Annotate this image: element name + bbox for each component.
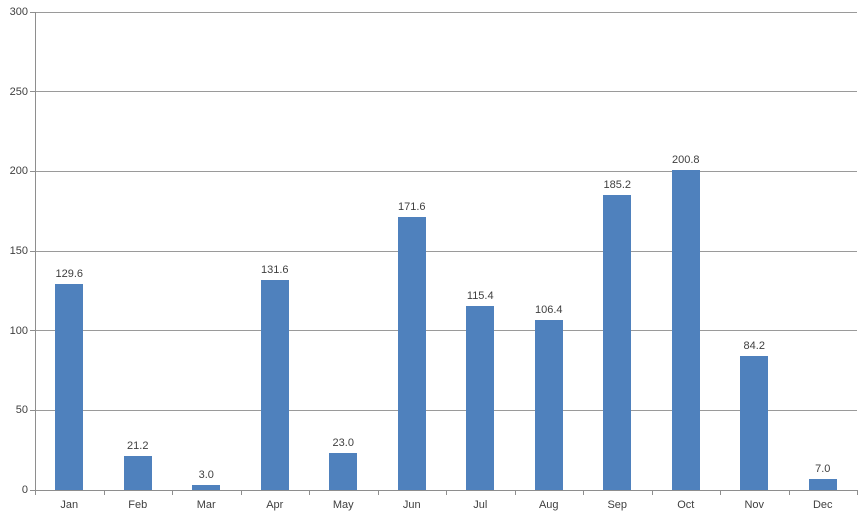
y-axis-tick bbox=[30, 11, 35, 13]
y-tick-label-100: 100 bbox=[9, 324, 28, 337]
x-tick-label-apr: Apr bbox=[266, 499, 284, 511]
x-axis-tick bbox=[720, 490, 721, 495]
value-label-sep: 185.2 bbox=[603, 178, 632, 191]
y-axis-tick bbox=[30, 330, 35, 332]
x-axis-tick bbox=[35, 490, 36, 495]
value-label-may: 23.0 bbox=[332, 437, 354, 450]
x-tick-label-aug: Aug bbox=[538, 499, 559, 511]
x-tick-label-feb: Feb bbox=[128, 499, 148, 511]
x-axis-tick bbox=[172, 490, 173, 495]
bar-sep bbox=[603, 194, 632, 490]
value-label-oct: 200.8 bbox=[671, 154, 700, 167]
y-axis-tick bbox=[30, 91, 35, 93]
plot-area: 129.6 21.2 3.0 131.6 23.0 171.6 115.4 106.4 185.… bbox=[35, 11, 857, 490]
x-tick-label-oct: Oct bbox=[677, 499, 695, 511]
bar-aug bbox=[534, 320, 563, 490]
y-axis-tick bbox=[30, 489, 35, 491]
gridline-y-150 bbox=[35, 250, 857, 252]
gridline-y-250 bbox=[35, 91, 857, 93]
x-tick-label-may: May bbox=[332, 499, 354, 511]
gridline-y-200 bbox=[35, 170, 857, 172]
value-label-jul: 115.4 bbox=[466, 290, 494, 303]
gridline-y-100 bbox=[35, 330, 857, 332]
y-tick-label-200: 200 bbox=[9, 165, 28, 178]
x-axis-tick bbox=[309, 490, 310, 495]
y-axis-tick bbox=[30, 250, 35, 252]
x-axis-tick bbox=[378, 490, 379, 495]
x-axis-line bbox=[35, 489, 857, 491]
x-axis-tick bbox=[789, 490, 790, 495]
x-axis-tick bbox=[583, 490, 584, 495]
value-label-feb: 21.2 bbox=[127, 440, 149, 453]
bar-jul bbox=[466, 306, 495, 490]
bar-mar bbox=[192, 485, 221, 490]
y-axis-tick bbox=[30, 409, 35, 411]
x-tick-label-dec: Dec bbox=[812, 499, 833, 511]
y-tick-label-250: 250 bbox=[9, 85, 28, 98]
bar-jun bbox=[397, 216, 426, 490]
x-tick-label-jan: Jan bbox=[60, 499, 79, 511]
x-tick-label-jul: Jul bbox=[473, 499, 488, 511]
y-tick-label-50: 50 bbox=[15, 404, 28, 417]
value-label-jun: 171.6 bbox=[397, 200, 426, 213]
y-axis-line bbox=[35, 12, 36, 491]
x-axis-tick bbox=[104, 490, 105, 495]
x-tick-label-jun: Jun bbox=[402, 499, 421, 511]
x-axis-tick bbox=[515, 490, 516, 495]
bar-feb bbox=[123, 456, 152, 490]
x-axis-tick bbox=[241, 490, 242, 495]
value-label-jan: 129.6 bbox=[55, 267, 84, 280]
bar-may bbox=[329, 453, 358, 490]
gridline-y-300 bbox=[35, 11, 857, 13]
x-tick-label-nov: Nov bbox=[744, 499, 765, 511]
y-tick-label-150: 150 bbox=[9, 245, 28, 257]
y-axis-tick bbox=[30, 170, 35, 172]
value-label-apr: 131.6 bbox=[260, 264, 289, 277]
x-axis-tick bbox=[652, 490, 653, 495]
value-label-mar: 3.0 bbox=[198, 469, 214, 482]
y-tick-label-0: 0 bbox=[21, 484, 28, 496]
x-axis-tick bbox=[857, 490, 858, 495]
bar-oct bbox=[671, 170, 700, 490]
value-label-dec: 7.0 bbox=[815, 462, 831, 475]
gridline-y-50 bbox=[35, 409, 857, 411]
x-tick-label-sep: Sep bbox=[607, 499, 628, 511]
bar-jan bbox=[55, 283, 84, 490]
x-axis-tick bbox=[446, 490, 447, 495]
value-label-aug: 106.4 bbox=[534, 304, 563, 317]
value-label-nov: 84.2 bbox=[743, 339, 765, 352]
bar-dec bbox=[808, 478, 837, 490]
y-tick-label-300: 300 bbox=[9, 6, 28, 18]
bar-nov bbox=[740, 355, 769, 490]
bar-apr bbox=[260, 280, 289, 490]
x-tick-label-mar: Mar bbox=[196, 499, 216, 511]
